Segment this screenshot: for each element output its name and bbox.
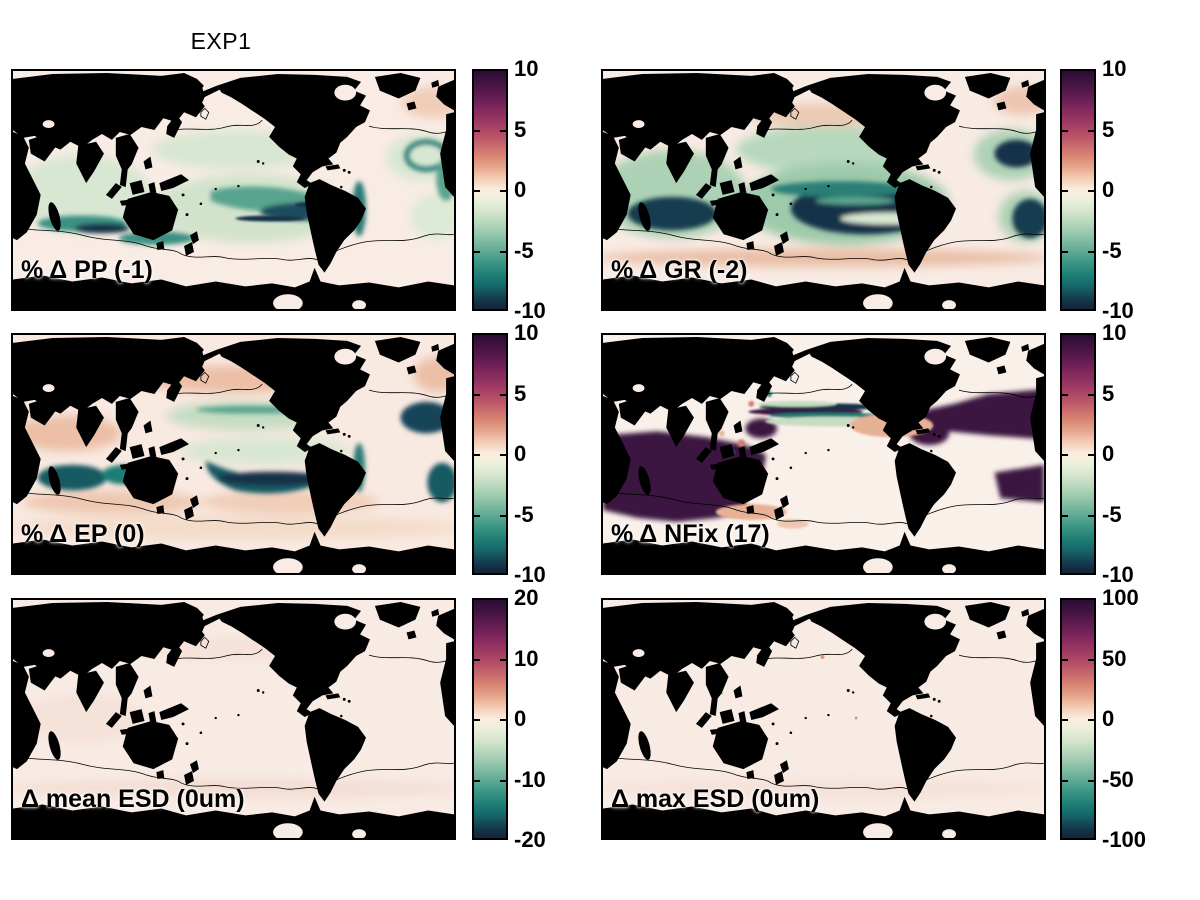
colorbar-tick — [474, 393, 480, 396]
anomaly-field — [13, 637, 454, 799]
colorbar-tick — [1062, 779, 1068, 782]
colorbar-tick — [1062, 129, 1068, 132]
colorbar-tick-label: -20 — [514, 827, 546, 852]
colorbar-tick-label: 10 — [514, 56, 539, 81]
colorbar-tick-label: 10 — [514, 320, 539, 345]
colorbar-tick — [474, 719, 480, 721]
map-panel-ep: % Δ EP (0) — [11, 333, 456, 575]
colorbar-tick — [474, 129, 480, 132]
map-max-esd — [601, 598, 1046, 840]
colorbar-tick-label: 0 — [1102, 177, 1115, 202]
colorbar-tick — [500, 514, 506, 517]
colorbar-tick-label: -50 — [1102, 766, 1134, 792]
colorbar-gr: 10 5 0 -5 -10 — [1060, 56, 1134, 323]
colorbar-tick — [500, 129, 506, 132]
colorbar-tick — [1088, 250, 1094, 253]
map-panel-mean-esd: Δ mean ESD (0um) — [11, 598, 456, 840]
colorbar-tick — [474, 779, 480, 782]
colorbar-tick — [500, 779, 506, 782]
colorbar-tick-label: -5 — [1102, 501, 1122, 527]
colorbar-tick — [1088, 393, 1094, 396]
map-panel-max-esd: Δ max ESD (0um) — [601, 598, 1046, 840]
colorbar-tick — [500, 393, 506, 396]
colorbar-tick-label: 0 — [1102, 441, 1115, 466]
colorbar-tick — [474, 190, 480, 192]
colorbar-tick — [474, 250, 480, 253]
colorbar-tick-label: 0 — [514, 706, 527, 731]
colorbar-ep: 10 5 0 -5 -10 — [472, 320, 546, 587]
colorbar-tick — [1088, 190, 1094, 192]
figure-title: EXP1 — [190, 28, 252, 54]
colorbar-tick — [1062, 454, 1068, 456]
colorbar-tick — [500, 719, 506, 721]
colorbar-tick-label: 10 — [1102, 320, 1127, 345]
colorbar-pp: 10 5 0 -5 -10 — [472, 56, 546, 323]
map-pp — [11, 69, 456, 311]
colorbar-tick-label: 10 — [514, 645, 539, 671]
colorbar-tick-label: 5 — [514, 380, 527, 406]
colorbar-tick-label: -10 — [1102, 298, 1134, 323]
colorbar-tick-label: -5 — [514, 501, 534, 527]
colorbar-tick-label: 10 — [1102, 56, 1127, 81]
colorbar-tick-label: 0 — [1102, 706, 1115, 731]
colorbar-tick-label: -10 — [514, 298, 546, 323]
map-panel-pp: % Δ PP (-1) — [11, 69, 456, 311]
colorbar-tick-label: 5 — [514, 116, 527, 142]
colorbar-tick-label: -5 — [1102, 237, 1122, 263]
colorbar-tick — [1088, 658, 1094, 661]
map-panel-gr: % Δ GR (-2) — [601, 69, 1046, 311]
map-ep — [11, 333, 456, 575]
colorbar-tick — [1088, 129, 1094, 132]
map-panel-nfix: % Δ NFix (17) — [601, 333, 1046, 575]
colorbar-tick — [1088, 454, 1094, 456]
anomaly-field — [603, 655, 1044, 799]
colorbar-tick — [500, 658, 506, 661]
colorbar-tick-label: -5 — [514, 237, 534, 263]
colorbar-tick-label: 5 — [1102, 380, 1115, 406]
colorbar-tick — [1088, 719, 1094, 721]
colorbar-mean-esd: 20 10 0 -10 -20 — [472, 585, 546, 852]
colorbar-tick-label: 100 — [1102, 585, 1139, 610]
map-gr — [601, 69, 1046, 311]
colorbar-tick — [474, 454, 480, 456]
colorbar-nfix: 10 5 0 -5 -10 — [1060, 320, 1134, 587]
colorbar-tick — [1062, 719, 1068, 721]
colorbar-tick — [474, 658, 480, 661]
colorbar-tick — [1062, 393, 1068, 396]
map-nfix — [601, 333, 1046, 575]
colorbar-tick-label: 0 — [514, 177, 527, 202]
colorbar-tick-label: -10 — [1102, 562, 1134, 587]
colorbar-tick — [500, 250, 506, 253]
colorbar-tick-label: 20 — [514, 585, 539, 610]
colorbar-tick-label: 50 — [1102, 645, 1127, 671]
colorbar-tick-label: -10 — [514, 562, 546, 587]
colorbar-max-esd: 100 50 0 -50 -100 — [1060, 585, 1146, 852]
colorbar-tick-label: 0 — [514, 441, 527, 466]
colorbar-tick — [1088, 514, 1094, 517]
colorbar-tick — [1088, 779, 1094, 782]
colorbar-tick — [1062, 250, 1068, 253]
colorbar-tick-label: -100 — [1102, 827, 1147, 852]
colorbar-tick — [1062, 190, 1068, 192]
colorbar-tick — [1062, 658, 1068, 661]
map-mean-esd — [11, 598, 456, 840]
colorbar-tick-label: -10 — [514, 766, 546, 792]
colorbar-tick — [1062, 514, 1068, 517]
colorbar-tick — [474, 514, 480, 517]
colorbar-tick-label: 5 — [1102, 116, 1115, 142]
colorbar-tick — [500, 454, 506, 456]
colorbar-tick — [500, 190, 506, 192]
